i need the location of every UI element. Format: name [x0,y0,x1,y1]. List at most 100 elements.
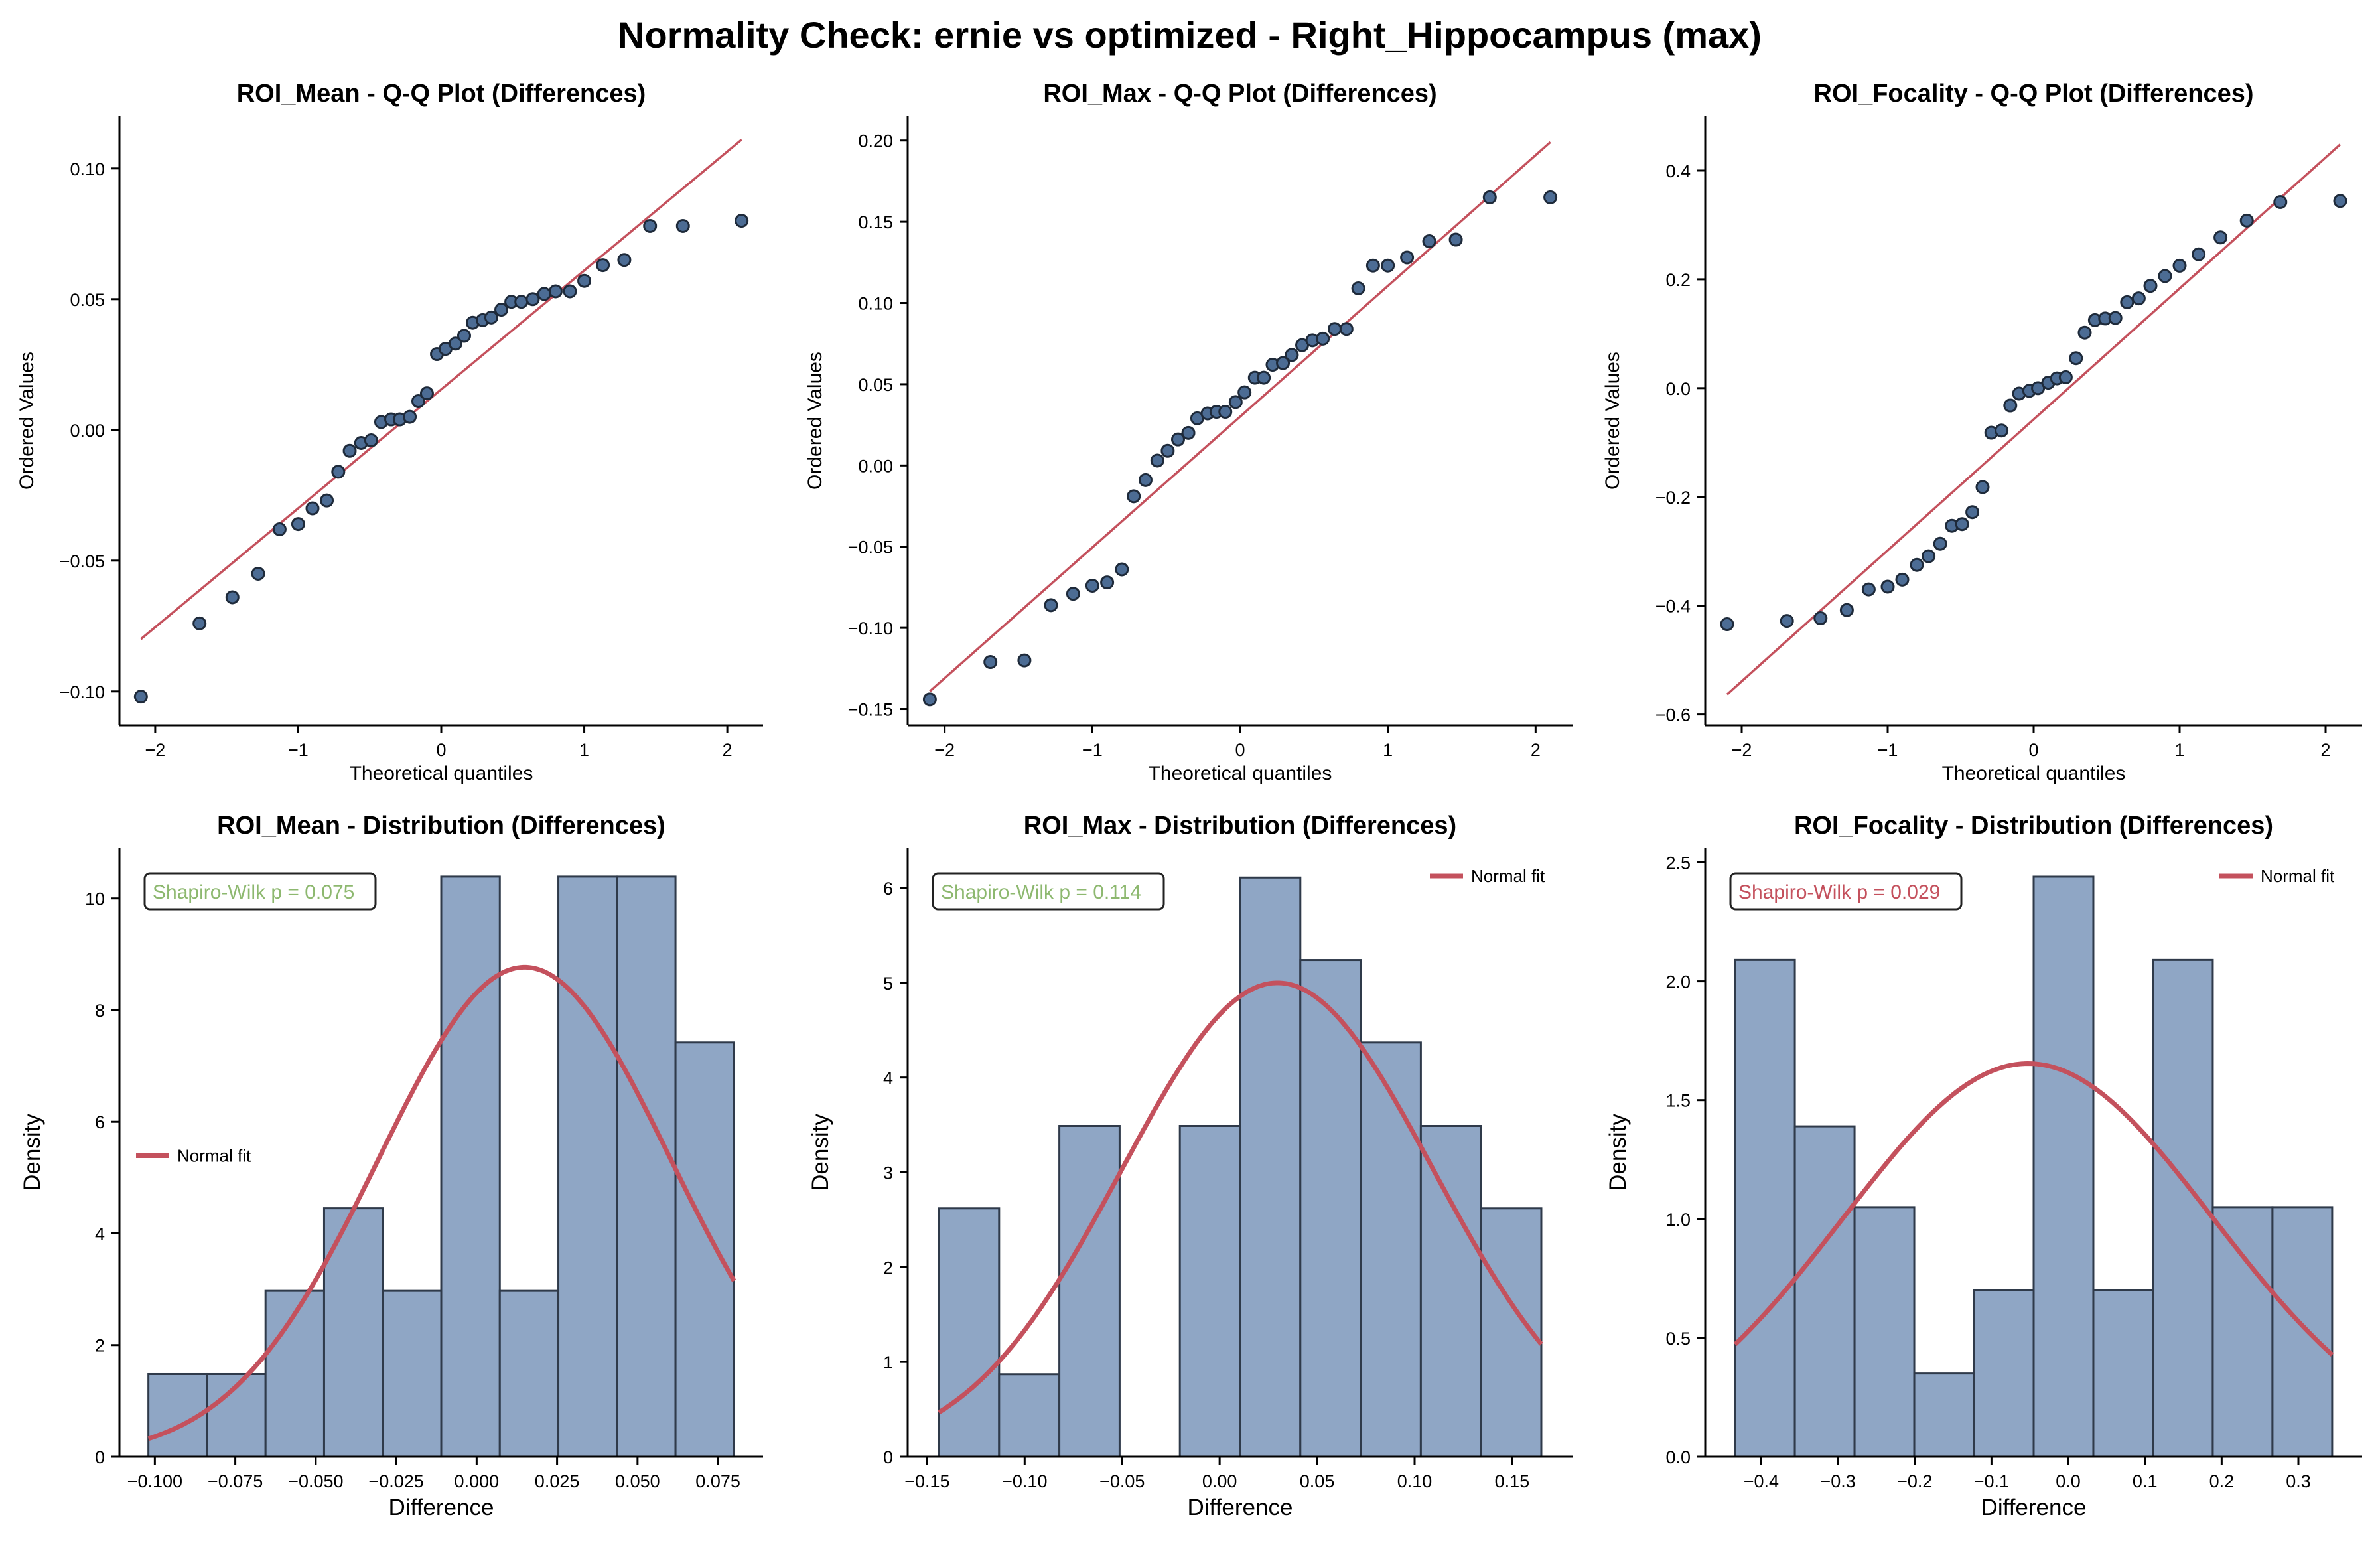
qq-point [1861,582,1876,597]
qq-point [2003,398,2018,413]
histogram-bar [1178,1125,1241,1458]
shapiro-wilk-annotation: Shapiro-Wilk p = 0.075 [153,881,354,903]
normal-fit-curve [938,980,1543,1415]
y-tick-label: −0.15 [848,700,893,720]
qq-point [514,295,529,309]
chart-panel-4: ROI_Mean - Distribution (Differences) Dif… [19,812,763,1520]
qq-point [1127,489,1141,504]
x-tick-label: −0.1 [1974,1471,2009,1491]
shapiro-wilk-annotation: Shapiro-Wilk p = 0.029 [1738,881,1940,903]
qq-point [735,214,749,228]
y-tick-label: 10 [85,889,105,909]
qq-point [1316,331,1330,346]
histogram-bar [1360,1041,1422,1458]
panels: ROI_Mean - Q-Q Plot (Differences) Theoret… [16,80,2362,1520]
x-axis-label: Difference [389,1495,494,1520]
x-tick-label: −2 [145,740,165,760]
legend-label: Normal fit [1471,866,1545,886]
qq-point [1100,575,1115,590]
qq-point [1017,653,1032,668]
reference-line [140,139,742,640]
x-tick-label: 1 [2174,740,2184,760]
histogram-bar [616,875,677,1458]
qq-point [192,616,207,630]
x-tick-label: 2 [723,740,733,760]
y-tick-label: 1 [883,1353,893,1372]
x-tick-label: 0 [1235,740,1245,760]
qq-point [1066,587,1080,601]
y-axis-label: Ordered Values [16,352,38,490]
histogram-bar [264,1289,325,1458]
y-tick-label: 2 [883,1258,893,1278]
y-tick-label: 0.00 [858,456,893,476]
histogram-bar [1734,958,1796,1458]
histogram-bar [1793,1125,1856,1458]
normal-fit-curve [147,964,736,1441]
x-tick-label: 0.050 [615,1471,660,1491]
y-axis-label: Ordered Values [1602,352,1624,490]
qq-point [364,433,378,448]
qq-point [1339,322,1354,336]
y-tick-label: 0 [95,1447,105,1467]
histogram-bar [1419,1125,1482,1458]
x-tick-label: −0.4 [1744,1471,1779,1491]
y-tick-label: 4 [883,1068,893,1088]
qq-point [617,253,632,267]
x-tick-label: 0.00 [1202,1471,1237,1491]
annotation-box [1729,872,1963,911]
qq-point [411,394,426,408]
y-tick-label: −0.10 [848,619,893,638]
qq-point [1237,385,1252,400]
qq-point [1381,258,1395,273]
histogram-bar [147,1372,208,1458]
qq-point [922,692,937,707]
x-tick-label: −0.2 [1897,1471,1932,1491]
annotation-box [143,872,377,911]
x-tick-label: 0.025 [535,1471,580,1491]
y-tick-label: 0 [883,1447,893,1467]
qq-point [1965,505,1980,520]
qq-point [2333,194,2347,208]
chart-panel-2: ROI_Max - Q-Q Plot (Differences) Theoreti… [804,80,1573,784]
qq-point [577,273,592,288]
x-tick-label: −0.025 [368,1471,423,1491]
x-tick-label: −0.075 [208,1471,263,1491]
qq-point [1995,423,2009,438]
y-tick-label: 0.00 [70,421,105,441]
shapiro-wilk-annotation: Shapiro-Wilk p = 0.114 [941,881,1141,903]
qq-point [2131,291,2146,306]
x-tick-label: 0.05 [1300,1471,1335,1491]
qq-point [449,336,463,351]
qq-point [342,443,357,458]
x-tick-label: 0.15 [1495,1471,1530,1491]
histogram-bar [440,875,501,1458]
histogram-bar [998,1373,1061,1458]
y-axis-label: Density [807,1114,833,1191]
histogram-bar [382,1289,443,1458]
x-tick-label: 0.10 [1397,1471,1433,1491]
chart-title: ROI_Mean - Distribution (Differences) [217,812,665,840]
qq-point [1400,250,1415,265]
y-tick-label: −0.4 [1655,597,1691,617]
qq-point [2108,311,2123,325]
x-axis-label: Theoretical quantiles [1149,763,1332,784]
y-tick-label: 0.10 [858,294,893,314]
y-tick-label: 2 [95,1336,105,1356]
x-tick-label: −0.10 [1002,1471,1047,1491]
y-tick-label: 1.5 [1665,1091,1691,1111]
y-tick-label: 3 [883,1163,893,1183]
qq-point [331,465,346,479]
qq-point [1895,572,1910,587]
qq-point [133,690,148,704]
x-tick-label: −0.3 [1820,1471,1855,1491]
qq-point [2120,295,2135,309]
qq-point [1138,473,1153,487]
qq-point [1910,557,1924,572]
y-tick-label: 0.05 [858,375,893,395]
qq-point [1543,190,1558,204]
x-axis-label: Theoretical quantiles [350,763,533,784]
qq-point [1780,614,1794,628]
qq-point [2239,213,2254,228]
histogram-bar [498,1289,560,1458]
qq-point [675,218,690,233]
